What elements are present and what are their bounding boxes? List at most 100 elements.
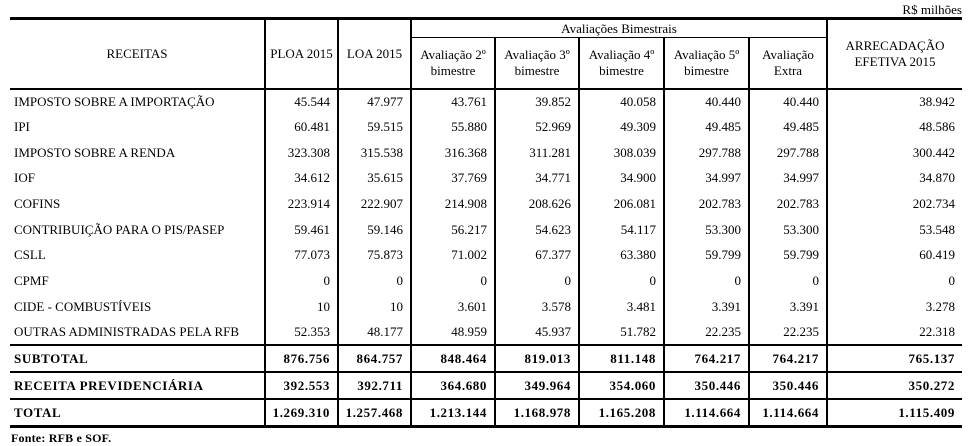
cell-value: 48.177: [337, 319, 411, 346]
cell-value: 811.148: [578, 344, 664, 373]
cell-value: 202.783: [663, 191, 749, 217]
cell-value: 10: [337, 294, 411, 320]
cell-value: 315.538: [337, 139, 411, 166]
cell-value: 202.734: [826, 191, 962, 217]
header-avaliacao-2-line1: Avaliação 2º: [420, 46, 486, 62]
cell-value: 3.391: [663, 294, 749, 320]
table-row: CSLL 77.073 75.873 71.002 67.377 63.380 59.799…: [10, 242, 962, 269]
cell-value: 53.548: [826, 216, 962, 243]
cell-value: 34.612: [264, 165, 338, 192]
header-arrecadacao-efetiva: ARRECADAÇÃO EFETIVA 2015: [826, 18, 962, 89]
header-arrecadacao-line2: EFETIVA 2015: [854, 53, 936, 69]
cell-value: 223.914: [264, 191, 338, 217]
cell-value: 22.318: [826, 319, 962, 346]
cell-value: 300.442: [826, 139, 962, 166]
cell-value: 49.485: [663, 114, 749, 140]
row-label: IMPOSTO SOBRE A RENDA: [14, 144, 176, 160]
table-row: COFINS 223.914 222.907 214.908 208.626 206.08…: [10, 191, 962, 217]
cell-value: 71.002: [410, 242, 495, 269]
cell-value: 22.235: [748, 319, 827, 346]
cell-value: 59.146: [337, 216, 411, 243]
cell-value: 10: [264, 294, 338, 320]
cell-value: 208.626: [494, 191, 579, 217]
table-row: IMPOSTO SOBRE A IMPORTAÇÃO 45.544 47.977 43…: [10, 88, 962, 115]
cell-value: 38.942: [826, 88, 962, 115]
cell-value: 34.997: [663, 165, 749, 192]
header-avaliacao-extra-line1: Avaliação: [762, 46, 814, 62]
cell-value: 206.081: [578, 191, 664, 217]
cell-value: 40.440: [663, 88, 749, 115]
cell-value: 0: [410, 268, 495, 294]
cell-value: 1.213.144: [410, 398, 495, 427]
header-avaliacao-extra-line2: Extra: [773, 62, 803, 78]
cell-value: 59.799: [663, 242, 749, 269]
header-avaliacao-2-bimestre: Avaliação 2º bimestre: [410, 37, 495, 89]
cell-value: 43.761: [410, 88, 495, 115]
cell-value: 1.114.664: [748, 398, 827, 427]
cell-value: 63.380: [578, 242, 664, 269]
header-arrecadacao-line1: ARRECADAÇÃO: [845, 37, 945, 53]
cell-value: 350.446: [748, 371, 827, 400]
cell-value: 53.300: [663, 216, 749, 243]
row-label: COFINS: [14, 196, 61, 212]
cell-value: 308.039: [578, 139, 664, 166]
table-row: IPI 60.481 59.515 55.880 52.969 49.309 49.485 4…: [10, 114, 962, 140]
cell-value: 297.788: [663, 139, 749, 166]
cell-value: 350.272: [826, 371, 962, 400]
cell-value: 56.217: [410, 216, 495, 243]
cell-value: 311.281: [494, 139, 579, 166]
header-avaliacao-3-line1: Avaliação 3º: [504, 46, 570, 62]
row-label: TOTAL: [10, 398, 265, 427]
header-group-row: RECEITAS PLOA 2015 LOA 2015 Avaliações B…: [10, 18, 962, 89]
cell-value: 3.278: [826, 294, 962, 320]
cell-value: 3.481: [578, 294, 664, 320]
header-avaliacao-2-line2: bimestre: [430, 62, 476, 78]
total-row: SUBTOTAL 876.756 864.757 848.464 819.013 811.…: [10, 344, 962, 373]
header-sub-row: Avaliação 2º bimestre Avaliação 3º bimes…: [10, 37, 962, 89]
cell-value: 34.900: [578, 165, 664, 192]
cell-value: 59.461: [264, 216, 338, 243]
header-avaliacao-5-line2: bimestre: [684, 62, 729, 78]
cell-value: 0: [494, 268, 579, 294]
row-label: CPMF: [14, 273, 49, 289]
row-label: CONTRIBUIÇÃO PARA O PIS/PASEP: [14, 221, 225, 237]
cell-value: 53.300: [748, 216, 827, 243]
cell-value: 1.168.978: [494, 398, 579, 427]
row-label: IPI: [14, 119, 30, 135]
cell-value: 202.783: [748, 191, 827, 217]
cell-value: 764.217: [663, 344, 749, 373]
cell-value: 323.308: [264, 139, 338, 166]
cell-value: 764.217: [748, 344, 827, 373]
cell-value: 1.257.468: [337, 398, 411, 427]
cell-value: 349.964: [494, 371, 579, 400]
cell-value: 34.870: [826, 165, 962, 192]
row-label: CIDE - COMBUSTÍVEIS: [14, 298, 152, 314]
cell-value: 75.873: [337, 242, 411, 269]
cell-value: 60.419: [826, 242, 962, 269]
header-avaliacao-3-bimestre: Avaliação 3º bimestre: [494, 37, 579, 89]
cell-value: 60.481: [264, 114, 338, 140]
cell-value: 1.165.208: [578, 398, 664, 427]
row-label: IMPOSTO SOBRE A IMPORTAÇÃO: [14, 93, 215, 109]
cell-value: 765.137: [826, 344, 962, 373]
cell-value: 864.757: [337, 344, 411, 373]
cell-value: 49.485: [748, 114, 827, 140]
cell-value: 0: [826, 268, 962, 294]
table-row: CIDE - COMBUSTÍVEIS 10 10 3.601 3.578 3.481 3.…: [10, 294, 962, 320]
cell-value: 37.769: [410, 165, 495, 192]
row-label: CSLL: [14, 247, 46, 263]
cell-value: 0: [264, 268, 338, 294]
total-row: TOTAL 1.269.310 1.257.468 1.213.144 1.168.97…: [10, 398, 962, 427]
cell-value: 54.117: [578, 216, 664, 243]
header-avaliacao-4-bimestre: Avaliação 4º bimestre: [578, 37, 664, 89]
row-label: SUBTOTAL: [10, 344, 265, 373]
cell-value: 214.908: [410, 191, 495, 217]
cell-value: 392.553: [264, 371, 338, 400]
cell-value: 350.446: [663, 371, 749, 400]
cell-value: 0: [578, 268, 664, 294]
cell-value: 1.269.310: [264, 398, 338, 427]
header-ploa-2015: PLOA 2015: [264, 18, 338, 89]
cell-value: 1.115.409: [826, 398, 962, 427]
cell-value: 297.788: [748, 139, 827, 166]
